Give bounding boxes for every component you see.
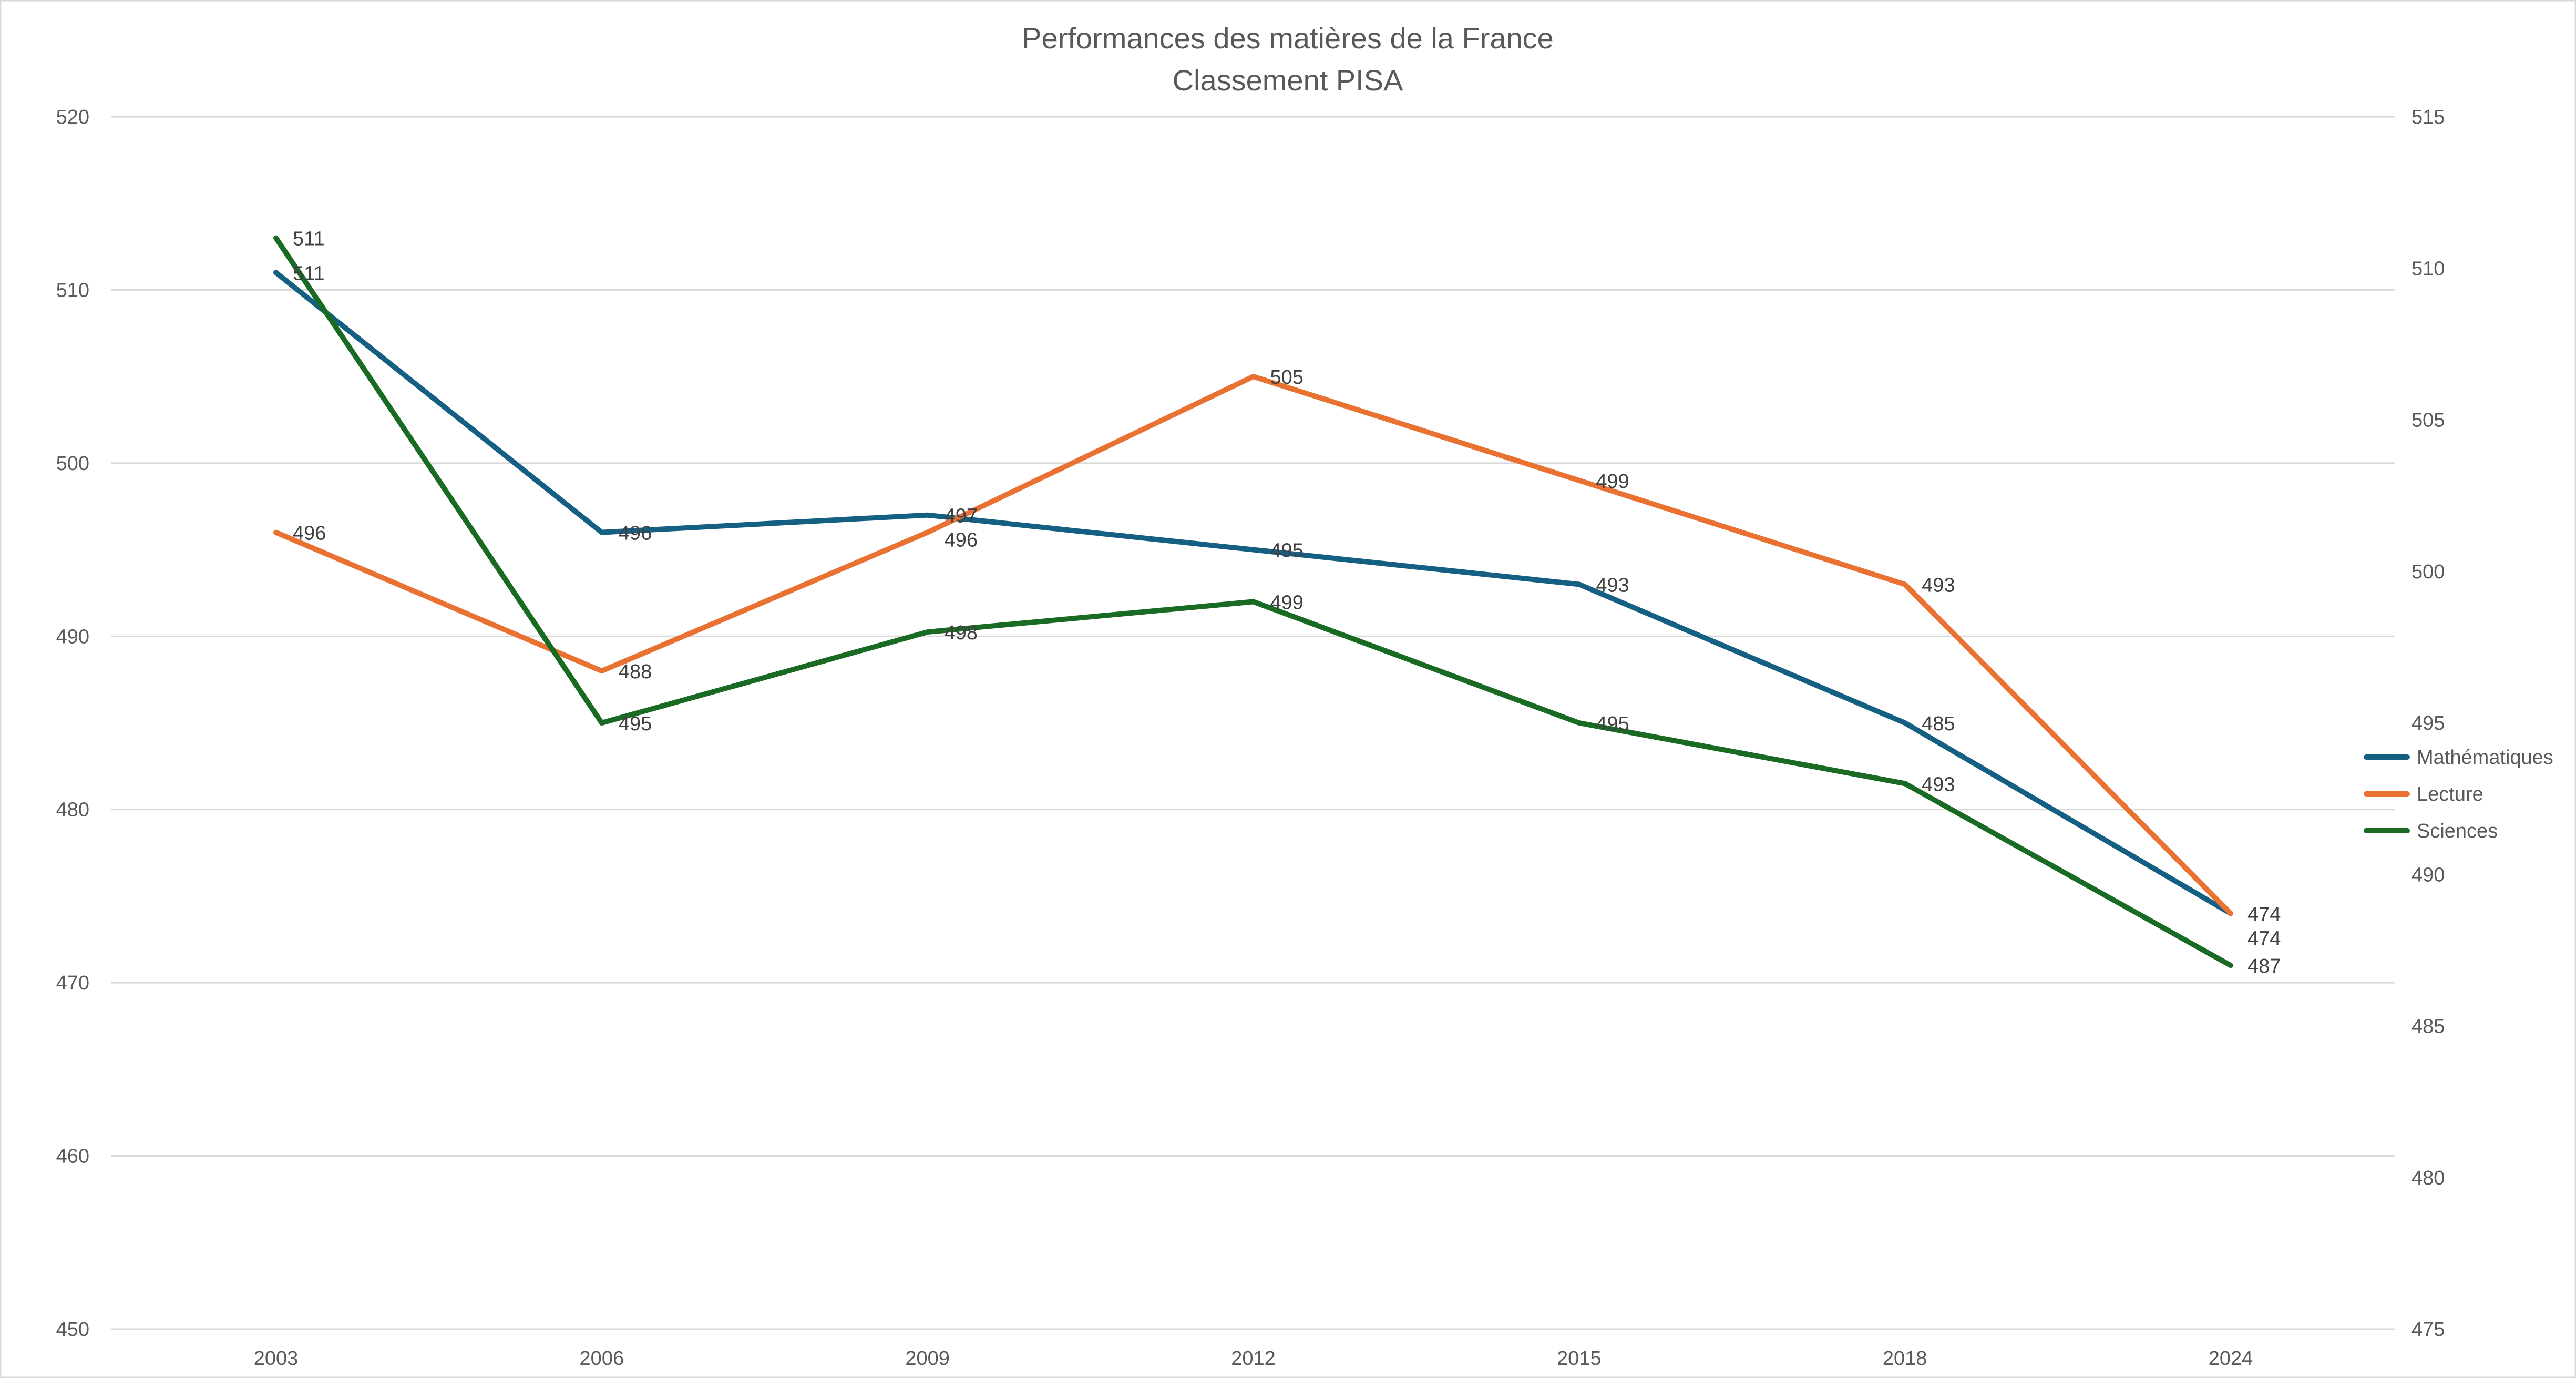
y-left-tick-label: 520	[56, 106, 89, 128]
y-left-tick-label: 460	[56, 1146, 89, 1168]
y-right-tick-label: 475	[2411, 1319, 2445, 1341]
x-tick-label: 2015	[1557, 1348, 1602, 1370]
gridlines	[111, 116, 2395, 1330]
data-label: 505	[1270, 366, 1304, 389]
y-left-tick-label: 450	[56, 1319, 89, 1341]
legend: Mathématiques Lecture Sciences	[2364, 747, 2553, 842]
x-tick-label: 2006	[580, 1348, 624, 1370]
data-label: 511	[293, 262, 325, 284]
y-right-tick-label: 500	[2411, 561, 2445, 583]
legend-label: Lecture	[2417, 783, 2483, 805]
series-line-0	[273, 270, 2233, 916]
y-right-tick-label: 485	[2411, 1016, 2445, 1038]
data-label: 495	[619, 713, 652, 735]
x-tick-label: 2018	[1883, 1348, 1927, 1370]
axes: 450 460 470 480 490 500 510 520 475 480 485 490 500 5…	[56, 106, 2445, 1370]
legend-label: Sciences	[2417, 820, 2498, 842]
data-label: 488	[619, 661, 652, 683]
y-right-tick-label: 490	[2411, 864, 2445, 886]
data-label: 493	[1922, 773, 1955, 795]
data-label: 487	[2247, 955, 2281, 977]
legend-label: Mathématiques	[2417, 747, 2553, 769]
series-line-1	[273, 374, 2233, 916]
x-tick-label: 2012	[1231, 1348, 1276, 1370]
y-right-tick-label: 510	[2411, 258, 2445, 280]
data-label: 496	[619, 523, 652, 545]
x-tick-label: 2024	[2209, 1348, 2253, 1370]
data-label: 474	[2247, 903, 2281, 925]
chart-title: Performances des matières de la France	[1022, 22, 1554, 55]
y-left-tick-label: 490	[56, 626, 89, 648]
data-label: 498	[945, 622, 978, 644]
x-tick-label: 2003	[254, 1348, 299, 1370]
y-right-tick-label: 505	[2411, 410, 2445, 432]
chart-subtitle: Classement PISA	[1173, 64, 1403, 97]
data-label: 496	[293, 523, 326, 545]
y-left-tick-label: 480	[56, 799, 89, 821]
data-label: 474	[2247, 927, 2281, 950]
data-label: 495	[1596, 713, 1629, 735]
data-label: 497	[945, 505, 978, 527]
data-label: 499	[1596, 471, 1629, 493]
y-left-tick-label: 500	[56, 453, 89, 475]
annotation-label: 495	[2411, 712, 2445, 734]
y-left-tick-label: 470	[56, 972, 89, 994]
data-label: 496	[945, 529, 978, 552]
y-right-tick-label: 515	[2411, 106, 2445, 128]
x-tick-label: 2009	[905, 1348, 950, 1370]
data-label: 499	[1270, 591, 1304, 614]
series-line-2	[273, 235, 2233, 968]
y-right-tick-label: 480	[2411, 1167, 2445, 1189]
data-label: 495	[1270, 540, 1304, 562]
data-label: 485	[1922, 713, 1955, 735]
y-left-tick-label: 510	[56, 279, 89, 301]
data-label: 493	[1922, 574, 1955, 596]
data-label: 493	[1596, 574, 1629, 596]
series-lines	[273, 235, 2233, 968]
data-label: 511	[293, 228, 325, 250]
